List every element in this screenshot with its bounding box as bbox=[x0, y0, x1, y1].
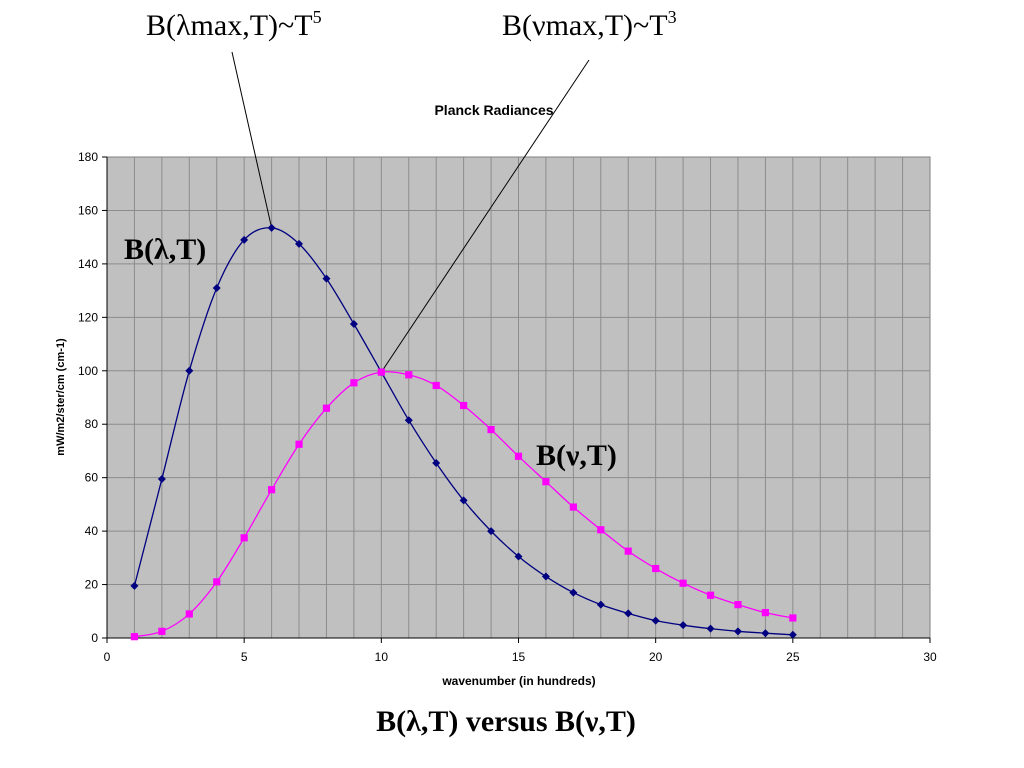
data-point bbox=[706, 624, 715, 633]
x-tick-label: 15 bbox=[512, 650, 526, 664]
y-tick-label: 100 bbox=[78, 364, 98, 378]
y-tick-label: 180 bbox=[78, 150, 98, 164]
data-point bbox=[130, 633, 139, 641]
nu-max-annotation: B(νmax,T)~T3 bbox=[502, 7, 677, 42]
lambda-max-annotation-exponent: 5 bbox=[313, 7, 322, 27]
y-tick-label: 0 bbox=[91, 631, 98, 645]
chart-title: Planck Radiances bbox=[434, 102, 553, 118]
x-axis-label: wavenumber (in hundreds) bbox=[441, 674, 595, 688]
data-point bbox=[652, 564, 660, 573]
data-point bbox=[405, 371, 413, 379]
chart-caption: B(λ,T) versus B(ν,T) bbox=[376, 705, 636, 738]
x-tick-label: 20 bbox=[649, 650, 663, 664]
lambda-max-annotation-text: B(λmax,T)~T bbox=[146, 9, 313, 42]
data-point bbox=[624, 547, 632, 555]
y-tick-label: 120 bbox=[78, 310, 98, 324]
annotation-leader-lines bbox=[231, 51, 590, 373]
y-tick-label: 20 bbox=[85, 578, 99, 592]
lambda-curve-label: B(λ,T) bbox=[124, 233, 206, 266]
y-tick-label: 60 bbox=[85, 471, 99, 485]
data-point bbox=[349, 320, 358, 329]
y-tick-label: 80 bbox=[85, 417, 99, 431]
data-point bbox=[350, 379, 358, 387]
data-point bbox=[514, 452, 523, 460]
data-point bbox=[651, 616, 660, 625]
data-point bbox=[541, 572, 550, 581]
nu-curve-label: B(ν,T) bbox=[536, 439, 617, 472]
data-point bbox=[569, 503, 577, 511]
data-point bbox=[733, 627, 742, 636]
data-point bbox=[761, 629, 770, 638]
data-point bbox=[185, 366, 194, 375]
x-tick-label: 5 bbox=[241, 650, 248, 664]
lambda-max-annotation: B(λmax,T)~T5 bbox=[146, 7, 322, 42]
data-point bbox=[240, 235, 249, 244]
data-point bbox=[213, 578, 221, 586]
data-point bbox=[377, 368, 385, 376]
data-point bbox=[569, 588, 578, 597]
data-point bbox=[596, 600, 605, 609]
y-tick-label: 160 bbox=[78, 203, 98, 217]
data-point bbox=[432, 381, 440, 390]
data-point bbox=[624, 609, 633, 618]
data-point bbox=[130, 581, 139, 590]
x-tick-label: 25 bbox=[786, 650, 800, 664]
data-point bbox=[295, 440, 303, 448]
data-point bbox=[706, 591, 715, 599]
data-point bbox=[212, 283, 221, 292]
x-tick-label: 30 bbox=[923, 650, 937, 664]
nu-max-annotation-exponent: 3 bbox=[668, 7, 677, 27]
data-point bbox=[597, 526, 605, 534]
nu-max-annotation-text: B(νmax,T)~T bbox=[502, 9, 668, 42]
lambda-max-leader-line bbox=[231, 51, 273, 228]
data-point bbox=[679, 579, 687, 587]
data-point bbox=[322, 404, 331, 412]
data-point bbox=[459, 496, 468, 505]
grid-lines bbox=[107, 157, 930, 638]
data-point bbox=[157, 475, 166, 484]
data-point bbox=[761, 609, 769, 617]
data-point bbox=[679, 621, 688, 630]
data-point bbox=[460, 401, 468, 410]
data-point bbox=[789, 614, 797, 622]
nu-max-leader-line bbox=[380, 59, 590, 373]
x-tick-label: 10 bbox=[375, 650, 389, 664]
data-point bbox=[487, 527, 496, 536]
data-point bbox=[514, 552, 523, 561]
y-axis-label: mW/m2/ster/cm (cm-1) bbox=[55, 338, 67, 456]
x-tick-label: 0 bbox=[104, 650, 111, 664]
y-tick-label: 140 bbox=[78, 257, 98, 271]
data-point bbox=[295, 239, 304, 248]
data-point bbox=[542, 478, 550, 486]
data-point bbox=[734, 600, 742, 609]
data-point bbox=[788, 630, 797, 639]
data-point bbox=[268, 486, 276, 494]
data-point bbox=[267, 223, 276, 232]
data-point bbox=[185, 610, 193, 618]
data-point bbox=[432, 458, 441, 467]
data-point bbox=[240, 534, 248, 542]
data-point bbox=[404, 416, 413, 425]
data-point bbox=[322, 274, 331, 283]
data-point bbox=[158, 627, 166, 635]
series-nu bbox=[130, 368, 797, 641]
series-layer bbox=[130, 223, 797, 641]
y-tick-label: 40 bbox=[85, 524, 99, 538]
data-point bbox=[487, 425, 495, 434]
